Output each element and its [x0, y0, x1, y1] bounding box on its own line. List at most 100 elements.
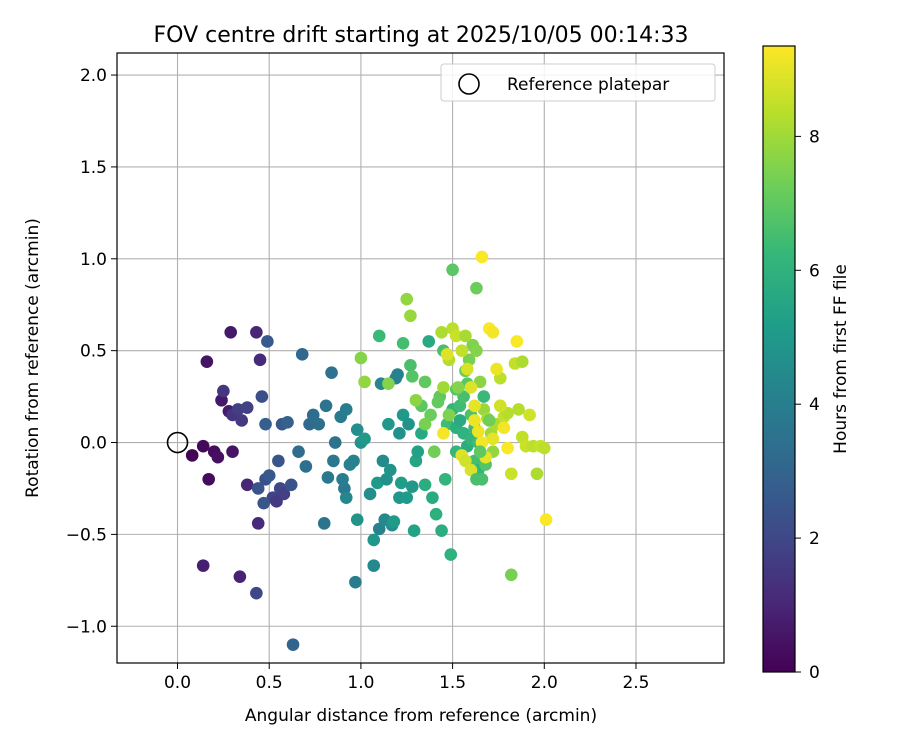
scatter-point [459, 454, 472, 468]
legend-box [440, 63, 716, 102]
colorbar-tick-label: 0 [809, 663, 820, 683]
scatter-point [510, 335, 524, 348]
scatter-point [418, 375, 432, 389]
scatter-point [411, 445, 425, 459]
scatter-point [409, 393, 423, 407]
scatter-point [473, 375, 487, 389]
scatter-point [350, 513, 364, 526]
scatter-point [464, 463, 478, 477]
scatter-point [539, 513, 553, 526]
scatter-point [468, 399, 481, 413]
scatter-point [250, 325, 263, 339]
scatter-point [292, 445, 305, 459]
scatter-point [451, 381, 465, 394]
scatter-point [418, 417, 432, 431]
scatter-point [394, 476, 408, 490]
scatter-point [226, 445, 239, 459]
scatter-point [404, 359, 417, 372]
scatter-point [255, 390, 269, 403]
scatter-point [224, 325, 237, 339]
scatter-point [257, 496, 271, 510]
scatter-point [470, 281, 483, 295]
scatter-point [250, 586, 263, 600]
scatter-point [464, 381, 478, 394]
scatter-point [251, 482, 265, 495]
scatter-point [460, 362, 474, 376]
scatter-point [321, 471, 335, 484]
scatter-point [405, 480, 419, 493]
colorbar-ticks: 0 2 4 6 8 [795, 127, 820, 683]
scatter-point [493, 399, 507, 413]
scatter-point [396, 337, 410, 350]
scatter-point [261, 335, 274, 348]
scatter-point [429, 507, 443, 521]
y-tick-label: 0.5 [80, 342, 107, 362]
scatter-point [217, 384, 230, 398]
scatter-point [382, 377, 395, 391]
scatter-point [446, 263, 459, 277]
x-tick-label: 1.0 [347, 673, 374, 693]
y-axis-ticks: −1.0 −0.5 0.0 0.5 1.0 1.5 2.0 [66, 66, 117, 637]
scatter-point [404, 309, 417, 323]
scatter-point [196, 439, 210, 453]
scatter-point [486, 432, 500, 446]
plot-area [117, 53, 724, 663]
x-tick-label: 0.5 [256, 673, 283, 693]
scatter-point [358, 375, 371, 389]
scatter-point [402, 417, 415, 431]
scatter-point [437, 427, 450, 440]
scatter-point [504, 467, 518, 481]
scatter-point [327, 454, 340, 468]
x-axis-ticks: 0.0 0.5 1.0 1.5 2.0 2.5 [164, 663, 649, 693]
y-tick-label: −1.0 [66, 617, 107, 637]
scatter-point [202, 472, 215, 486]
scatter-point [435, 524, 448, 538]
y-tick-label: 1.0 [80, 250, 107, 270]
scatter-point [211, 450, 225, 464]
scatter-point [486, 325, 500, 339]
y-axis-label: Rotation from reference (arcmin) [23, 218, 43, 498]
x-tick-label: 0.0 [164, 673, 191, 693]
scatter-point [262, 469, 276, 482]
scatter-point [272, 454, 285, 468]
scatter-point [471, 425, 485, 438]
scatter-point [470, 344, 483, 357]
scatter-point [339, 491, 353, 504]
scatter-point [312, 417, 326, 431]
scatter-point [523, 408, 536, 422]
scatter-point [253, 353, 267, 367]
scatter-point [497, 421, 511, 435]
scatter-point [455, 344, 469, 357]
scatter-point [490, 362, 503, 376]
data-points [185, 250, 553, 651]
scatter-point [387, 515, 401, 528]
legend-label: Reference platepar [507, 75, 669, 95]
scatter-point [367, 533, 381, 547]
scatter-point [383, 463, 397, 477]
scatter-point [442, 408, 456, 422]
scatter-point [400, 292, 414, 306]
scatter-point [286, 638, 300, 651]
scatter-point [349, 575, 362, 589]
scatter-point [405, 370, 419, 383]
scatter-point [393, 427, 406, 440]
legend: Reference platepar [440, 63, 716, 102]
scatter-point [240, 478, 254, 492]
y-tick-label: 2.0 [80, 66, 107, 86]
scatter-point [328, 436, 342, 449]
scatter-point [319, 399, 333, 413]
x-tick-label: 2.0 [531, 673, 558, 693]
legend-marker [458, 73, 480, 95]
scatter-point [358, 432, 371, 446]
scatter-point [277, 487, 291, 501]
scatter-point [537, 441, 551, 455]
scatter-point [281, 416, 294, 429]
scatter-point [453, 414, 467, 427]
scatter-point [372, 522, 386, 536]
scatter-point [459, 329, 472, 343]
scatter-point [350, 423, 364, 436]
scatter-point [185, 449, 199, 462]
y-tick-label: 0.0 [80, 434, 107, 454]
scatter-point [396, 408, 410, 422]
